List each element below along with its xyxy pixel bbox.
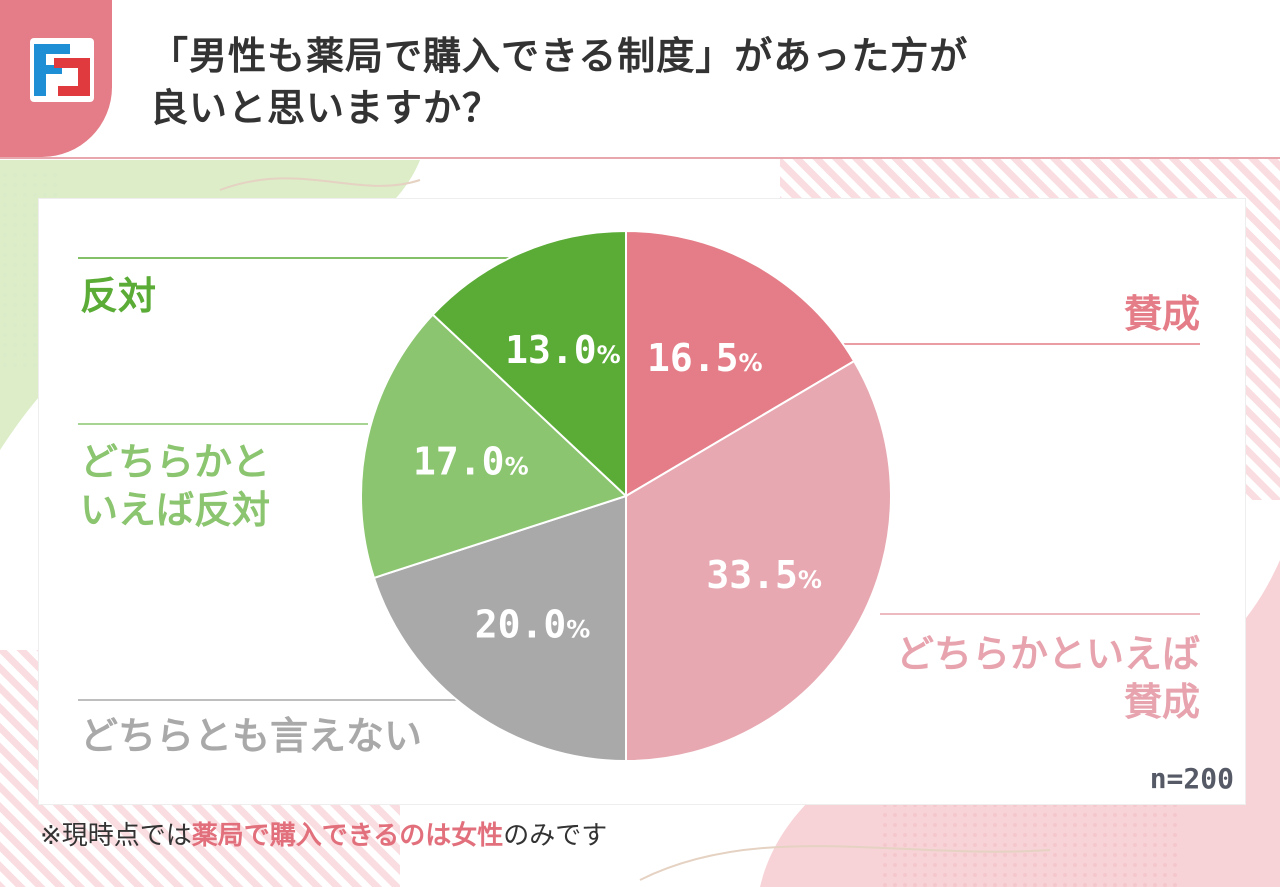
pie-slice-unit-1: % (798, 566, 822, 594)
logo-icon (34, 44, 90, 96)
pie-slice-value-0: 16.5 (647, 336, 739, 380)
footnote-highlight-1: 薬局で購入できるのは (191, 821, 452, 851)
pie-slice-3 (360, 313, 628, 580)
label-rather-agree-line-2: 賛成 (1123, 680, 1200, 724)
pie-slice-unit-0: % (739, 349, 763, 377)
pie-slice-value-3: 17.0 (413, 439, 505, 483)
pie-slice-unit-4: % (597, 341, 621, 369)
pie-slice-label-1: 33.5% (706, 553, 822, 597)
title-line-1: 「男性も薬局で購入できる制度」があった方が (150, 34, 969, 78)
label-against-text: 反対 (80, 274, 157, 318)
title-line-2: 良いと思いますか？ (150, 86, 502, 130)
pie-slice-value-1: 33.5 (706, 553, 798, 597)
label-neutral: どちらとも言えない (80, 712, 422, 760)
pie-slice-1 (625, 359, 892, 763)
pie-slice-2 (372, 494, 627, 763)
label-rather-agree: どちらかといえば 賛成 (896, 630, 1200, 726)
pie-slice-unit-3: % (505, 452, 529, 480)
pie-slice-unit-2: % (566, 616, 590, 644)
footnote-suffix: のみです (503, 821, 608, 851)
label-neutral-text: どちらとも言えない (80, 714, 423, 758)
brand-logo (30, 38, 94, 102)
footnote-prefix: ※現時点では (40, 821, 192, 851)
pie-slice-label-2: 20.0% (475, 603, 591, 647)
pie-slice-4 (431, 229, 627, 499)
pie-slice-value-2: 20.0 (475, 603, 567, 647)
pie-slice-value-4: 13.0 (505, 328, 597, 372)
footnote: ※現時点では薬局で購入できるのは女性のみです (40, 816, 607, 856)
label-rather-against-line-2: いえば反対 (80, 488, 271, 532)
label-rather-against: どちらかと いえば反対 (80, 438, 270, 534)
label-against: 反対 (80, 272, 156, 320)
label-rather-agree-line-1: どちらかといえば (895, 632, 1200, 676)
footnote-highlight-2: 女性 (451, 821, 504, 851)
page-title: 「男性も薬局で購入できる制度」があった方が 良いと思いますか？ (150, 30, 968, 134)
pie-slice-label-4: 13.0% (505, 328, 621, 372)
label-rather-against-line-1: どちらかと (80, 440, 271, 484)
header: 「男性も薬局で購入できる制度」があった方が 良いと思いますか？ (0, 0, 1280, 159)
sample-size: n=200 (1149, 762, 1234, 795)
label-agree-text: 賛成 (1123, 292, 1200, 336)
pie-slice-label-3: 17.0% (413, 439, 529, 483)
pie-slice-label-0: 16.5% (647, 336, 763, 380)
label-agree: 賛成 (1124, 290, 1200, 338)
pie-slice-0 (625, 229, 856, 498)
